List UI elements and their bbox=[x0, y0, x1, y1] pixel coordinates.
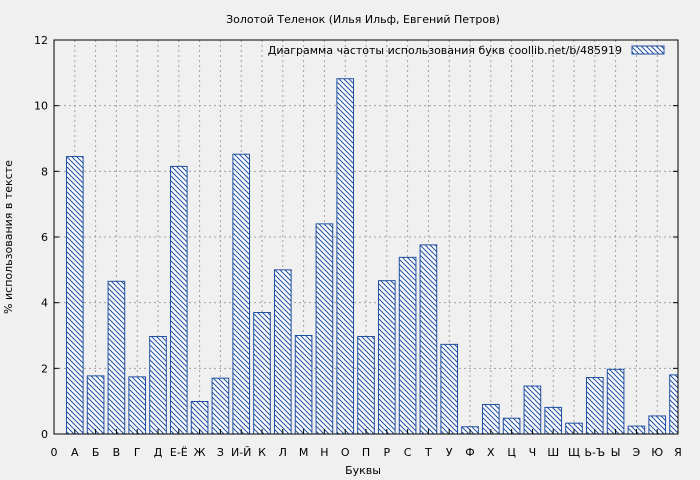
x-tick-label: 0 bbox=[51, 446, 58, 459]
x-tick-label: Т bbox=[424, 446, 432, 459]
x-tick-label: Ч bbox=[529, 446, 537, 459]
x-tick-label: Н bbox=[320, 446, 328, 459]
bar bbox=[669, 374, 679, 435]
x-tick-label: Л bbox=[279, 446, 287, 459]
bar bbox=[336, 78, 355, 435]
bar bbox=[211, 377, 230, 435]
x-axis: 0 А Б В Г Д Е-Ё Ж З И-Й К Л М Н О П Р С Т У Ф Х Ц Ч Ш Щ Ь-Ъ Ы Э Ю Я bbox=[51, 429, 682, 459]
bar bbox=[315, 223, 334, 435]
x-tick-label: А bbox=[71, 446, 79, 459]
bar bbox=[606, 368, 625, 435]
bar bbox=[419, 244, 438, 435]
bar bbox=[128, 376, 147, 435]
y-tick-label: 4 bbox=[41, 297, 48, 310]
x-tick-label: Г bbox=[134, 446, 141, 459]
bar bbox=[273, 269, 292, 435]
bar bbox=[294, 335, 313, 435]
bar bbox=[253, 312, 271, 435]
x-tick-label: Ц bbox=[507, 446, 516, 459]
bar bbox=[523, 385, 542, 435]
y-tick-label: 2 bbox=[41, 362, 48, 375]
x-tick-label: О bbox=[341, 446, 350, 459]
bar bbox=[65, 156, 84, 435]
x-tick-label: Р bbox=[383, 446, 390, 459]
bar bbox=[440, 343, 459, 435]
x-tick-label: С bbox=[404, 446, 412, 459]
x-tick-label: У bbox=[446, 446, 453, 459]
y-tick-label: 0 bbox=[41, 428, 48, 441]
x-tick-label: Ф bbox=[465, 446, 474, 459]
x-tick-label: Е-Ё bbox=[170, 446, 188, 459]
x-tick-label: Д bbox=[154, 446, 163, 459]
x-tick-label: П bbox=[362, 446, 370, 459]
x-tick-label: Ш bbox=[547, 446, 559, 459]
bar bbox=[232, 153, 251, 435]
bars bbox=[65, 78, 679, 435]
bar bbox=[149, 335, 167, 435]
x-axis-label: Буквы bbox=[345, 464, 381, 477]
y-tick-label: 10 bbox=[34, 100, 48, 113]
y-tick-label: 12 bbox=[34, 34, 48, 47]
x-tick-label: Б bbox=[92, 446, 100, 459]
x-tick-label: Ь-Ъ bbox=[584, 446, 605, 459]
y-tick-label: 6 bbox=[41, 231, 48, 244]
x-tick-label: Э bbox=[633, 446, 641, 459]
chart-title: Золотой Теленок (Илья Ильф, Евгений Петр… bbox=[226, 13, 500, 26]
legend-label: Диаграмма частоты использования букв coo… bbox=[268, 44, 622, 57]
bar bbox=[585, 377, 604, 435]
x-tick-label: Х bbox=[487, 446, 495, 459]
bar bbox=[357, 335, 375, 435]
bar bbox=[86, 375, 105, 435]
bar bbox=[107, 280, 126, 435]
x-tick-label: Ю bbox=[651, 446, 663, 459]
y-tick-label: 8 bbox=[41, 165, 48, 178]
y-axis-label: % использования в тексте bbox=[2, 160, 15, 314]
legend-swatch bbox=[631, 45, 665, 55]
y-axis: 0 2 4 6 8 10 12 bbox=[34, 34, 678, 441]
x-tick-label: Щ bbox=[568, 446, 580, 459]
bar bbox=[377, 280, 396, 435]
x-tick-label: И-Й bbox=[231, 446, 251, 459]
bar bbox=[398, 256, 417, 435]
x-tick-label: К bbox=[258, 446, 266, 459]
x-tick-label: З bbox=[217, 446, 224, 459]
x-tick-label: Я bbox=[674, 446, 682, 459]
legend: Диаграмма частоты использования букв coo… bbox=[268, 44, 665, 57]
x-tick-label: Ж bbox=[194, 446, 206, 459]
x-tick-label: Ы bbox=[611, 446, 621, 459]
x-tick-label: В bbox=[113, 446, 121, 459]
x-tick-label: М bbox=[299, 446, 309, 459]
bar bbox=[169, 165, 188, 435]
